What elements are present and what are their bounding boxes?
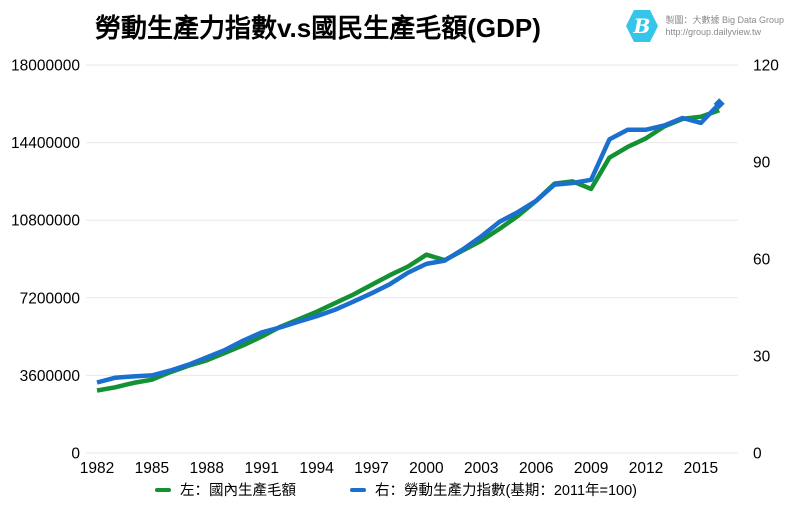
gdp-legend-label: 左：國內生產毛額 [180, 483, 296, 499]
x-axis-tick-label: 1991 [244, 460, 278, 477]
logo-url-text: http://group.dailyview.tw [665, 27, 762, 37]
chart-legend: 左：國內生產毛額 右：勞動生產力指數(基期：2011年=100) [0, 479, 792, 500]
x-axis-tick-label: 2009 [574, 460, 608, 477]
y-axis-left-tick-label: 14400000 [11, 135, 80, 152]
legend-item-productivity: 右：勞動生產力指數(基期：2011年=100) [350, 479, 637, 500]
productivity-line [96, 102, 721, 385]
logo-credit-text: 製圖：大數據 Big Data Group [665, 15, 784, 25]
y-axis-right-tick-label: 0 [753, 446, 762, 463]
x-axis-tick-label: 2003 [464, 460, 498, 477]
y-axis-left-tick-label: 7200000 [20, 290, 81, 307]
logo-letter: B [633, 14, 651, 38]
x-axis-tick-label: 1985 [135, 460, 169, 477]
y-axis-right-tick-label: 30 [753, 349, 771, 366]
logo-hexagon-icon: B [626, 10, 659, 42]
x-axis-tick-label: 2000 [409, 460, 444, 477]
y-axis-left-tick-label: 0 [71, 446, 80, 463]
x-axis-tick-label: 2006 [519, 460, 553, 477]
y-axis-right-tick-label: 90 [753, 155, 771, 172]
x-axis-tick-label: 1982 [80, 460, 114, 477]
x-axis-tick-label: 2015 [684, 460, 718, 477]
x-axis-tick-label: 2012 [629, 460, 663, 477]
x-axis-tick-label: 1997 [354, 460, 388, 477]
y-axis-left-tick-label: 3600000 [20, 368, 81, 385]
page-title: 勞動生產力指數v.s國民生產毛額(GDP) [95, 13, 541, 43]
logo-hexagon-shape [626, 10, 659, 42]
productivity-legend-label: 右：勞動生產力指數(基期：2011年=100) [375, 483, 637, 499]
legend-item-gdp: 左：國內生產毛額 [155, 479, 296, 500]
gdp-legend-swatch [155, 487, 171, 492]
y-axis-right-tick-label: 60 [753, 252, 771, 269]
y-axis-left-tick-label: 10800000 [11, 213, 80, 230]
y-axis-left-tick-label: 18000000 [11, 58, 80, 75]
x-axis-tick-label: 1994 [299, 460, 334, 477]
productivity-legend-swatch [350, 487, 366, 492]
gdp-line [96, 108, 720, 393]
x-axis-tick-label: 1988 [190, 460, 224, 477]
productivity-line-end-marker [713, 98, 725, 110]
y-axis-right-tick-label: 120 [753, 58, 779, 75]
big-data-group-logo: B 製圖：大數據 Big Data Group http://group.dai… [625, 8, 784, 44]
